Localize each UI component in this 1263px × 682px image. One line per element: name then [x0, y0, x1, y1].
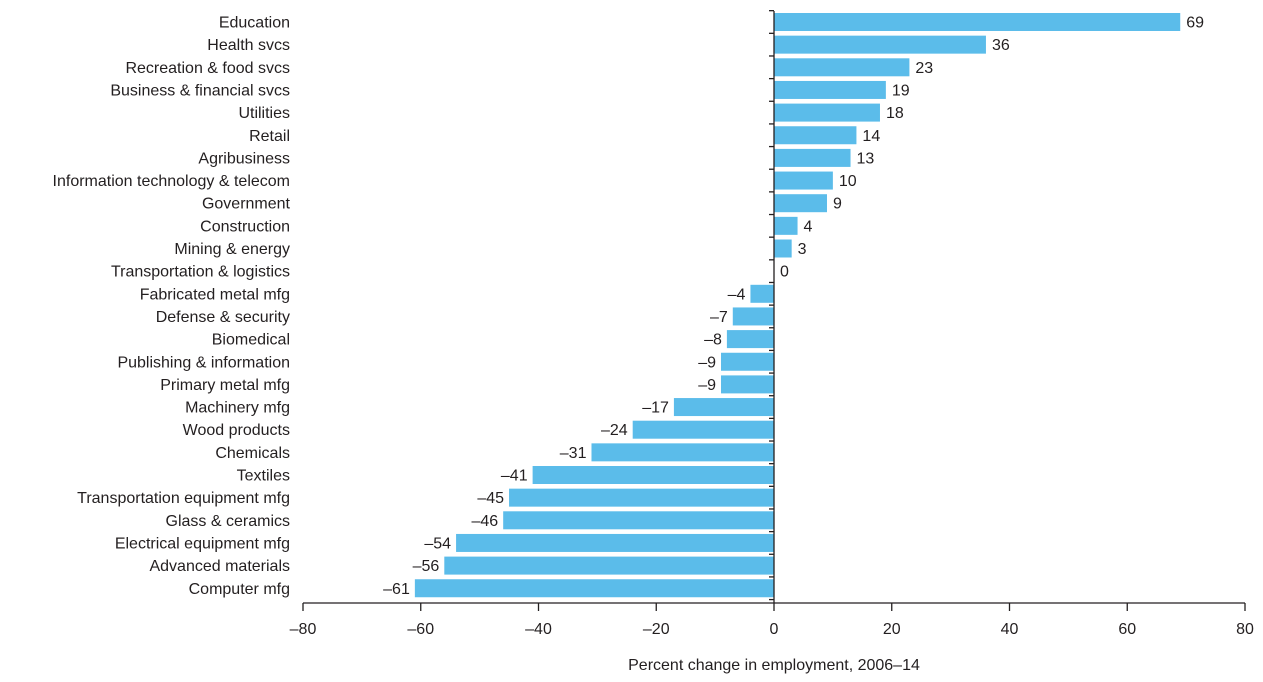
- x-axis-title: Percent change in employment, 2006–14: [628, 657, 920, 674]
- bar-value-label: 4: [804, 218, 813, 235]
- category-label: Education: [219, 15, 290, 32]
- bar-value-label: 10: [839, 173, 857, 190]
- x-tick-label: –80: [290, 621, 317, 638]
- bar: [774, 126, 857, 145]
- bar-value-label: –41: [501, 468, 528, 485]
- category-label: Wood products: [183, 422, 290, 439]
- bar: [774, 103, 880, 122]
- bar: [532, 466, 774, 484]
- bar-value-label: 13: [857, 150, 875, 167]
- bar-value-label: –8: [704, 332, 722, 349]
- x-tick-label: –40: [525, 621, 552, 638]
- bar-value-label: –46: [471, 513, 498, 530]
- bar: [509, 488, 774, 507]
- bar: [456, 533, 774, 552]
- category-label: Recreation & food svcs: [125, 60, 290, 77]
- category-label: Utilities: [238, 105, 290, 122]
- category-label: Transportation equipment mfg: [77, 490, 290, 507]
- bar-value-label: –17: [642, 400, 669, 417]
- bar: [673, 398, 774, 417]
- bar: [774, 13, 1181, 31]
- category-label: Advanced materials: [149, 558, 290, 575]
- bars-layer: [414, 13, 1181, 598]
- bar: [721, 352, 774, 371]
- bar: [774, 216, 798, 235]
- category-label: Machinery mfg: [185, 400, 290, 417]
- bar-value-label: –24: [601, 422, 628, 439]
- category-label: Chemicals: [215, 445, 290, 462]
- category-label: Textiles: [237, 468, 290, 485]
- bar-value-label: –7: [710, 309, 728, 326]
- x-tick-label: –60: [407, 621, 434, 638]
- bar-value-label: 36: [992, 37, 1010, 54]
- x-tick-label: 20: [883, 621, 901, 638]
- category-label: Information technology & telecom: [53, 173, 290, 190]
- bar: [774, 35, 986, 54]
- axes-layer: [302, 10, 1246, 611]
- bar-value-label: –31: [560, 445, 587, 462]
- bar-value-label: 23: [915, 60, 933, 77]
- bar-value-label: 69: [1186, 15, 1204, 32]
- bar: [414, 579, 774, 598]
- bar: [444, 556, 774, 575]
- bar: [774, 80, 886, 99]
- bar-value-label: –56: [413, 558, 440, 575]
- bar: [750, 284, 774, 303]
- category-label: Fabricated metal mfg: [140, 286, 290, 303]
- bar: [774, 194, 827, 213]
- bar-value-label: 14: [862, 128, 880, 145]
- category-label: Business & financial svcs: [110, 82, 290, 99]
- bar: [721, 375, 774, 394]
- labels-layer: Education 69 Health svcs 36 Recreation & foo…: [53, 15, 1254, 639]
- category-label: Publishing & information: [117, 354, 290, 371]
- bar-value-label: 9: [833, 196, 842, 213]
- bar-value-label: 18: [886, 105, 904, 122]
- bar-value-label: –9: [698, 377, 716, 394]
- bar-value-label: 19: [892, 82, 910, 99]
- bar: [732, 307, 774, 326]
- bar: [726, 330, 774, 349]
- category-label: Agribusiness: [198, 150, 290, 167]
- category-label: Mining & energy: [174, 241, 290, 258]
- bar: [774, 58, 910, 77]
- bar: [774, 148, 851, 167]
- x-tick-label: 0: [770, 621, 779, 638]
- bar: [591, 443, 774, 462]
- x-tick-label: 60: [1118, 621, 1136, 638]
- bar: [774, 171, 833, 190]
- bar-value-label: –45: [477, 490, 504, 507]
- category-label: Defense & security: [156, 309, 290, 326]
- category-label: Government: [202, 196, 291, 213]
- category-label: Computer mfg: [189, 581, 290, 598]
- category-label: Transportation & logistics: [111, 264, 290, 281]
- x-tick-label: 80: [1236, 621, 1254, 638]
- bar-value-label: 3: [798, 241, 807, 258]
- category-label: Retail: [249, 128, 290, 145]
- bar-value-label: –61: [383, 581, 410, 598]
- category-label: Glass & ceramics: [166, 513, 290, 530]
- category-label: Construction: [200, 218, 290, 235]
- x-tick-label: –20: [643, 621, 670, 638]
- bar: [632, 420, 774, 439]
- category-label: Biomedical: [212, 332, 290, 349]
- bar-value-label: –4: [728, 286, 746, 303]
- bar-value-label: –54: [424, 535, 451, 552]
- bar-value-label: 0: [780, 264, 789, 281]
- category-label: Health svcs: [207, 37, 290, 54]
- bar-value-label: –9: [698, 354, 716, 371]
- bar: [503, 511, 774, 530]
- category-label: Primary metal mfg: [160, 377, 290, 394]
- category-label: Electrical equipment mfg: [115, 535, 290, 552]
- bar: [774, 239, 792, 258]
- x-tick-label: 40: [1001, 621, 1019, 638]
